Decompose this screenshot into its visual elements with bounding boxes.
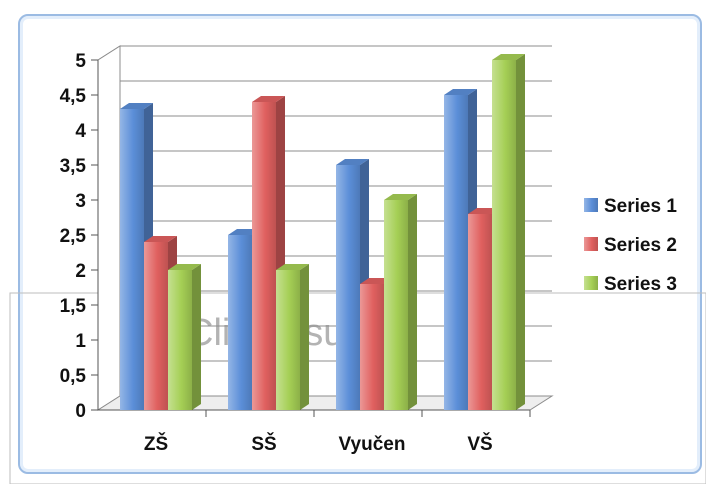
bar (168, 264, 201, 410)
bar (492, 54, 525, 410)
bar-front (228, 235, 252, 410)
bar-top (384, 194, 417, 200)
bar-front (360, 284, 384, 410)
legend-item: Series 1 (584, 196, 677, 217)
x-axis-category-labels: ZŠ SŠ Vyučen VŠ (144, 433, 493, 455)
bar-side (516, 54, 525, 410)
x-category-label: SŠ (251, 433, 276, 455)
y-tick-label: 3,5 (60, 156, 87, 177)
bar-top (444, 89, 477, 95)
bar-front (120, 109, 144, 410)
legend-label: Series 2 (604, 235, 677, 256)
side-wall (97, 45, 121, 411)
legend: Series 1 Series 2 Series 3 (584, 196, 677, 295)
gridline (97, 80, 552, 96)
x-category-label: Vyučen (339, 434, 406, 455)
gridline (97, 45, 552, 61)
bar-front (384, 200, 408, 410)
y-tick-label: 2,5 (60, 226, 87, 247)
legend-swatch (584, 198, 598, 212)
bar-front (144, 242, 168, 410)
legend-item: Series 3 (584, 274, 677, 295)
legend-label: Series 3 (604, 274, 677, 295)
bars (120, 54, 525, 410)
y-axis-tick-labels: 0 0,5 1 1,5 2 2,5 3 3,5 4 4,5 5 (60, 51, 87, 422)
bar-top (276, 264, 309, 270)
gridline (97, 115, 552, 131)
bar-top (120, 103, 153, 109)
legend-item: Series 2 (584, 235, 677, 256)
y-tick-label: 2 (75, 261, 86, 282)
bar-top (492, 54, 525, 60)
legend-swatch (584, 237, 598, 251)
bar-top (144, 236, 177, 242)
y-tick-label: 0 (75, 401, 86, 422)
bar (276, 264, 309, 410)
bar-top (168, 264, 201, 270)
bar (384, 194, 417, 410)
x-category-label: VŠ (467, 433, 492, 455)
x-category-label: ZŠ (144, 433, 168, 455)
y-tick-label: 1,5 (60, 296, 87, 317)
bar-front (444, 95, 468, 410)
bar-front (492, 60, 516, 410)
y-tick-label: 3 (75, 191, 86, 212)
gridline (97, 150, 552, 166)
bar-top (252, 96, 285, 102)
bar-front (252, 102, 276, 410)
legend-label: Series 1 (604, 196, 677, 217)
bar-side (408, 194, 417, 410)
legend-swatch (584, 276, 598, 290)
y-tick-label: 4 (75, 121, 86, 142)
bar (120, 103, 153, 410)
bar-front (276, 270, 300, 410)
bar-top (336, 159, 369, 165)
y-tick-label: 5 (75, 51, 86, 72)
y-tick-label: 4,5 (60, 86, 87, 107)
bar-front (468, 214, 492, 410)
y-tick-label: 1 (75, 331, 86, 352)
bar-front (168, 270, 192, 410)
y-tick-label: 0,5 (60, 366, 87, 387)
bar-side (192, 264, 201, 410)
gridline (97, 185, 552, 201)
bar-side (300, 264, 309, 410)
bar-front (336, 165, 360, 410)
